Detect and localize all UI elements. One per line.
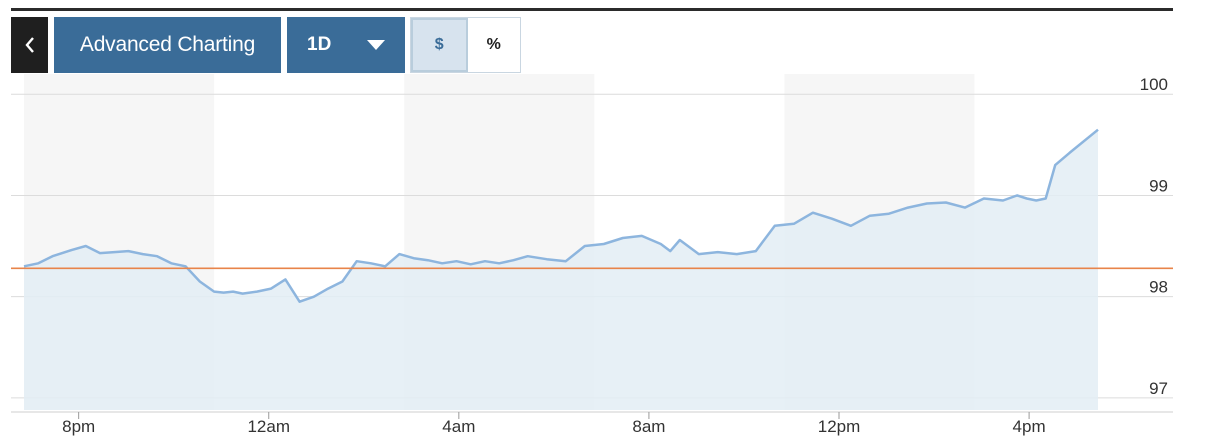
unit-percent-toggle[interactable]: % [468,18,521,72]
x-tick-label: 12am [247,417,290,436]
advanced-charting-button[interactable]: Advanced Charting [54,17,281,73]
top-rule [11,8,1173,11]
range-select-value: 1D [307,34,332,55]
price-line [23,128,1099,303]
x-tick-label: 8pm [62,417,95,436]
chevron-left-icon [24,37,34,53]
y-tick-label: 98 [1149,278,1168,297]
price-area [24,129,1098,410]
back-button[interactable] [11,17,48,73]
x-tick-label: 4pm [1013,417,1046,436]
x-tick-label: 12pm [818,417,861,436]
caret-down-icon [367,40,385,50]
y-tick-label: 100 [1140,75,1168,94]
unit-toggle: $ % [410,17,521,73]
x-tick-label: 8am [632,417,665,436]
x-tick-label: 4am [442,417,475,436]
y-tick-label: 97 [1149,379,1168,398]
y-tick-label: 99 [1149,176,1168,195]
range-select[interactable]: 1D [287,17,405,73]
unit-dollar-toggle[interactable]: $ [411,18,468,72]
